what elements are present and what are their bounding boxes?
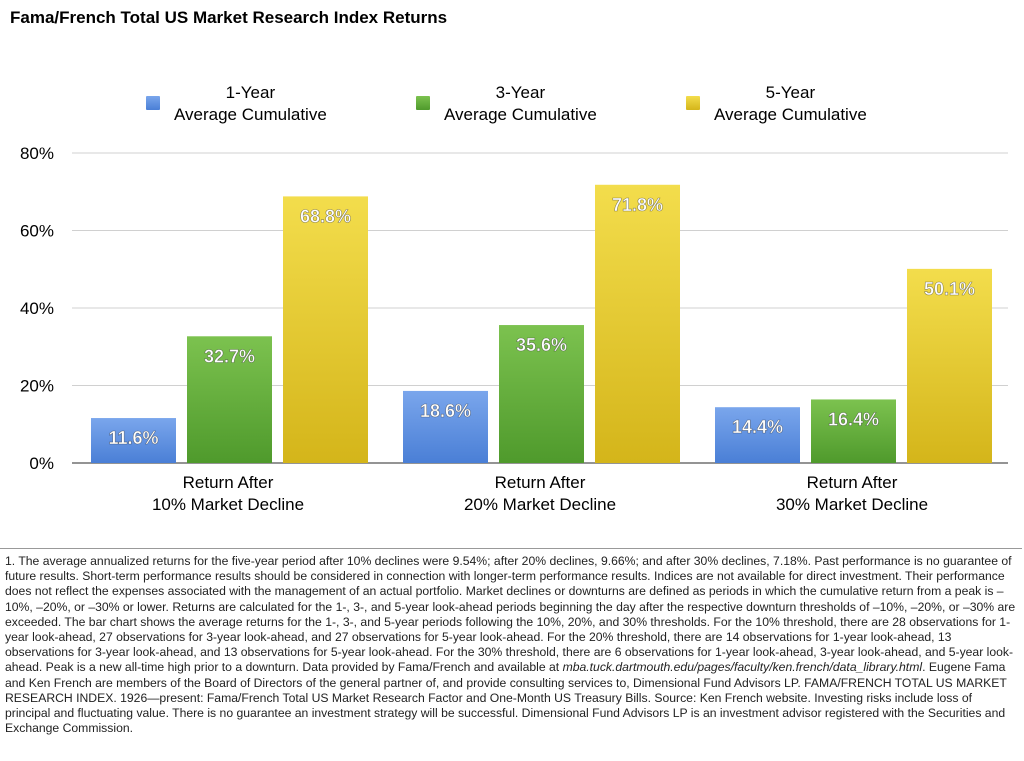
legend-label-line1: 3-Year [495, 83, 546, 102]
data-label: 16.4% [828, 409, 879, 429]
footnote-link[interactable]: mba.tuck.dartmouth.edu/pages/faculty/ken… [562, 660, 923, 675]
category-label: 20% Market Decline [464, 495, 616, 514]
footnote: 1. The average annualized returns for th… [5, 554, 1017, 736]
bar [595, 184, 680, 463]
y-tick-labels: 0% 20% 40% 60% 80% [20, 144, 54, 473]
data-labels: 11.6% 32.7% 68.8% 18.6% 35.6% 71.8% 14.4% 16.4%… [108, 194, 975, 448]
bar [91, 418, 176, 463]
legend-swatch-1-year [146, 96, 160, 110]
bar [811, 399, 896, 463]
data-label: 14.4% [732, 417, 783, 437]
legend-label-line1: 5-Year [765, 83, 816, 102]
chart-title: Fama/French Total US Market Research Ind… [10, 8, 448, 27]
legend-item-1-year: 1-Year Average Cumulative [146, 82, 327, 126]
category-label: Return After [495, 473, 586, 492]
bars [91, 184, 992, 463]
data-label: 50.1% [924, 279, 975, 299]
bar [187, 336, 272, 463]
bar [499, 325, 584, 463]
category-labels: Return After 10% Market Decline Return Aft… [152, 473, 928, 514]
legend-label-line1: 1-Year [225, 83, 276, 102]
bar [907, 268, 992, 463]
data-label: 18.6% [420, 401, 471, 421]
data-label: 35.6% [516, 335, 567, 355]
bar [403, 390, 488, 463]
y-tick-label: 40% [20, 299, 54, 318]
category-label: Return After [183, 473, 274, 492]
data-label: 11.6% [108, 428, 158, 448]
data-label: 71.8% [612, 195, 663, 215]
legend-label-line2: Average Cumulative [174, 105, 327, 124]
bar [715, 407, 800, 463]
bar [283, 196, 368, 463]
legend-label-line2: Average Cumulative [444, 105, 597, 124]
legend-label-line2: Average Cumulative [714, 105, 867, 124]
legend-swatch-5-year [686, 96, 700, 110]
legend-item-5-year: 5-Year Average Cumulative [686, 82, 867, 126]
y-tick-label: 20% [20, 377, 54, 396]
bar-chart: 11.6% 32.7% 68.8% 18.6% 35.6% 71.8% 14.4% 16.4%… [20, 144, 1008, 514]
footnote-text-cont: . Eugene Fama and Ken French are members… [5, 660, 1007, 736]
y-tick-label: 0% [29, 454, 54, 473]
category-label: 10% Market Decline [152, 495, 304, 514]
footnote-divider [0, 548, 1022, 549]
legend-item-3-year: 3-Year Average Cumulative [416, 82, 597, 126]
category-label: Return After [807, 473, 898, 492]
data-label: 32.7% [204, 346, 255, 366]
footnote-text: 1. The average annualized returns for th… [5, 554, 1016, 675]
category-label: 30% Market Decline [776, 495, 928, 514]
legend-swatch-3-year [416, 96, 430, 110]
data-label: 68.8% [300, 206, 351, 226]
y-tick-label: 60% [20, 222, 54, 241]
y-tick-label: 80% [20, 144, 54, 163]
